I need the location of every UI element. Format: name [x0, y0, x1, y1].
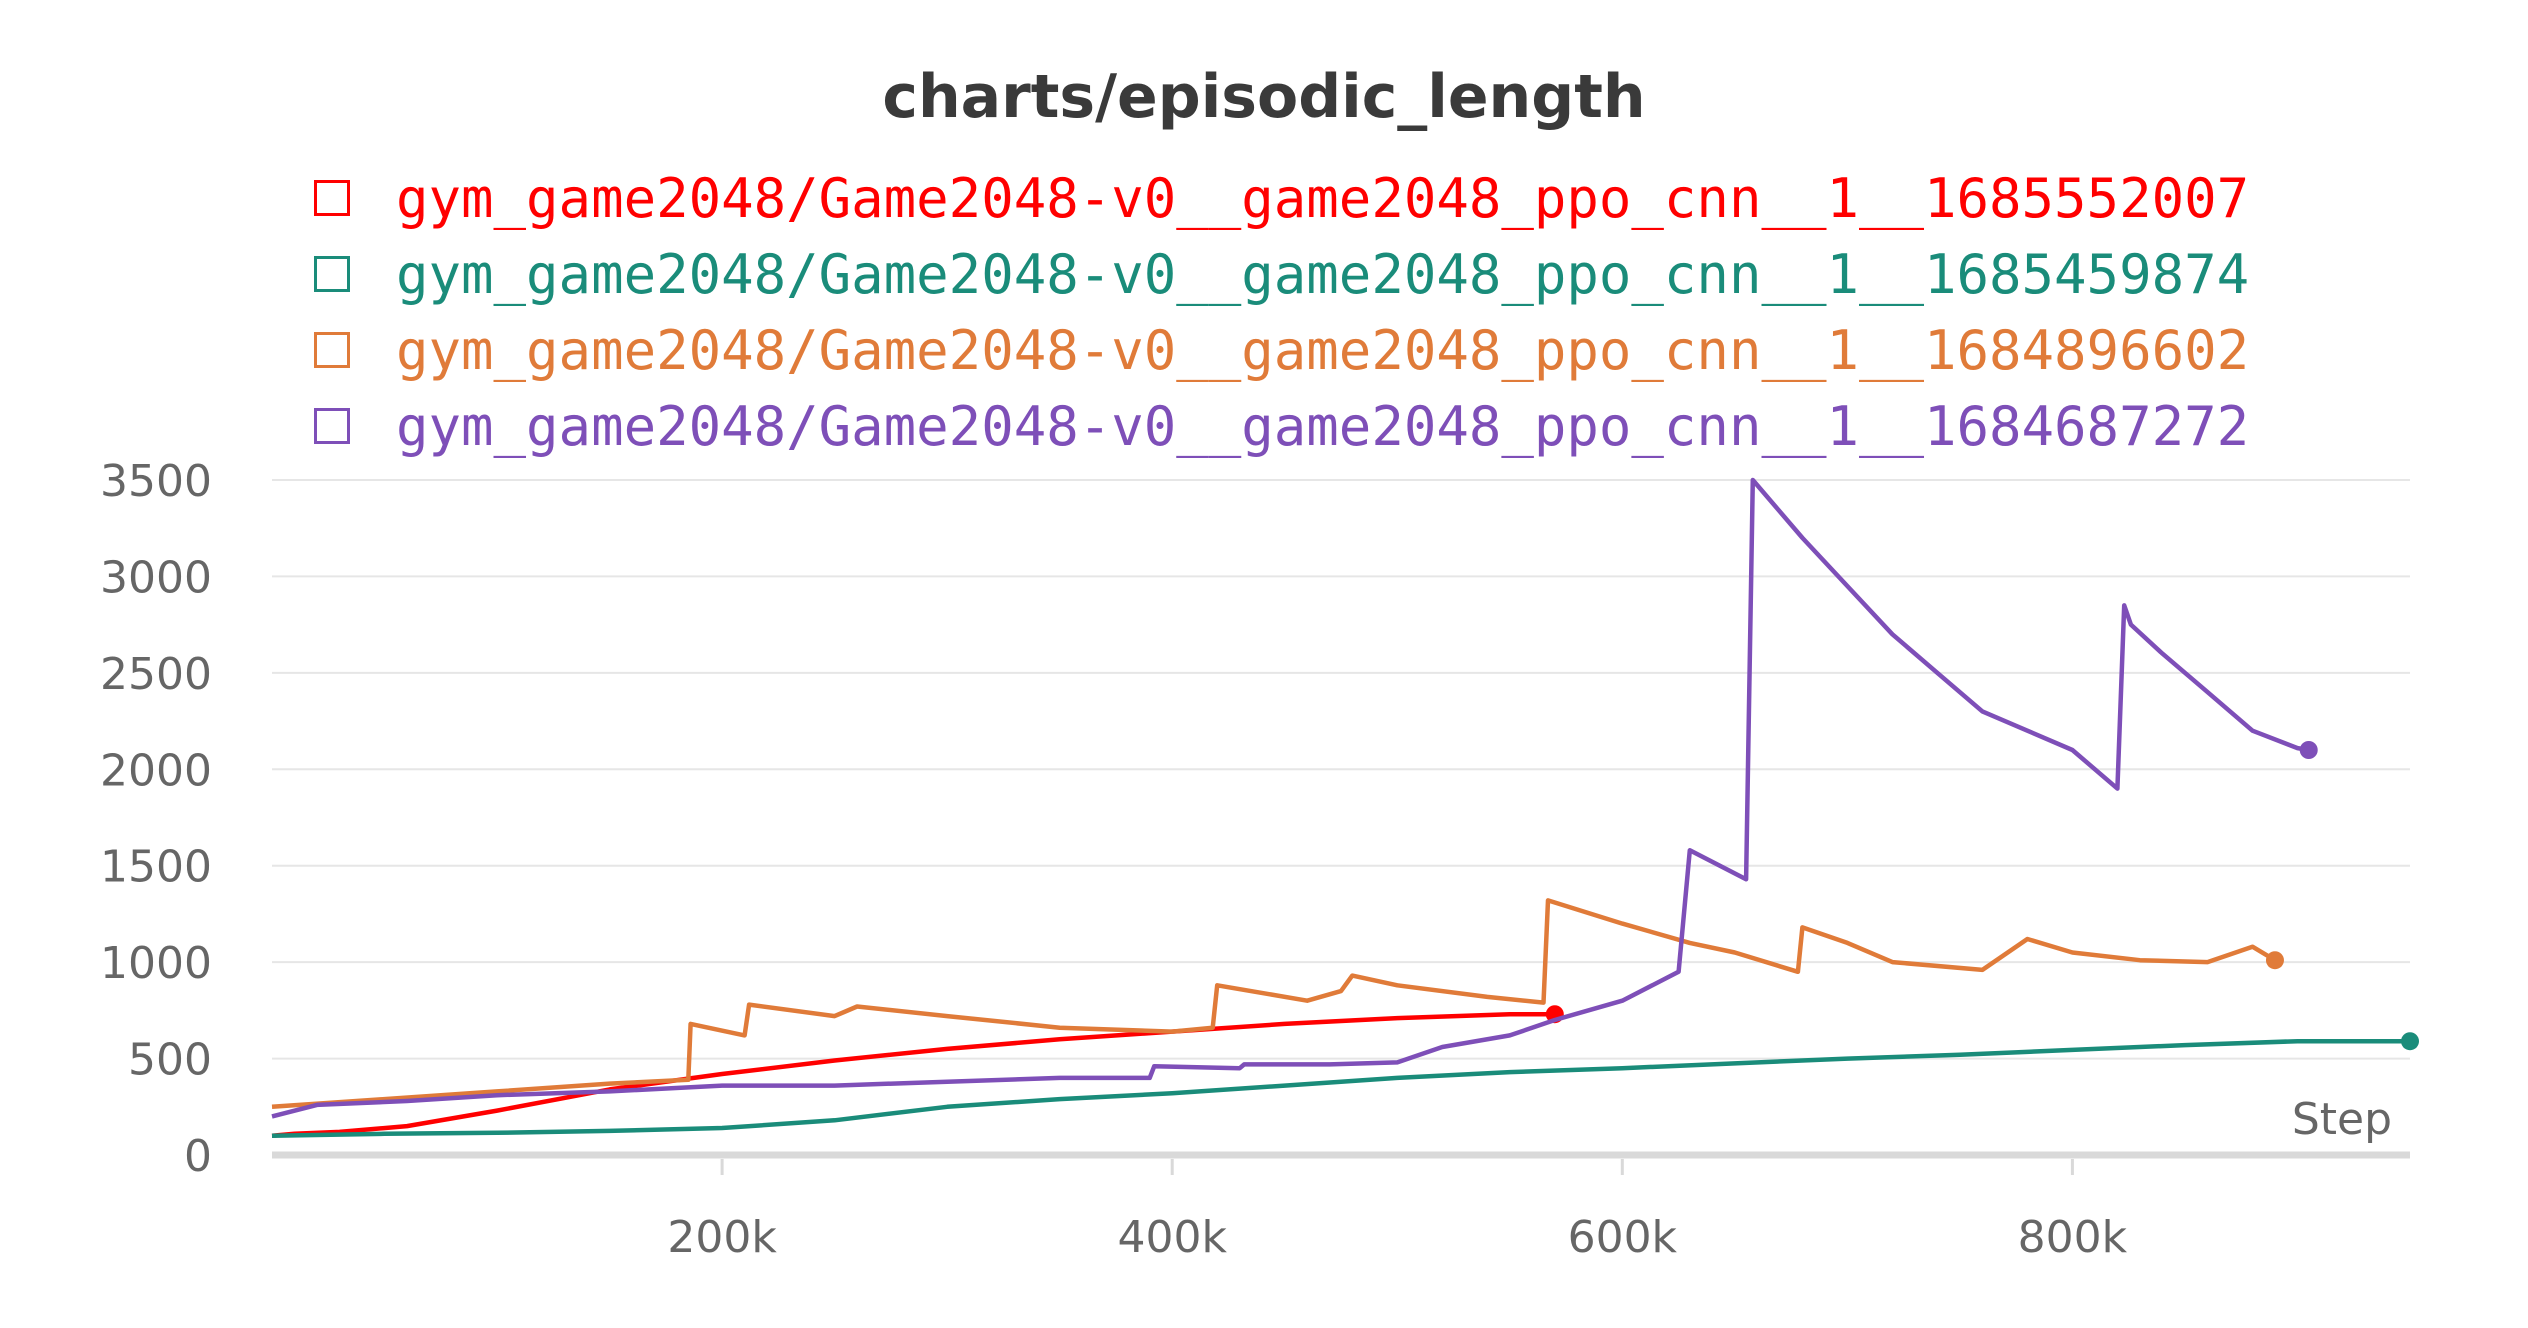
y-tick-label: 500 — [128, 1035, 212, 1086]
y-tick-label: 1000 — [100, 938, 212, 989]
y-tick-label: 2500 — [100, 649, 212, 700]
legend: gym_game2048/Game2048-v0__game2048_ppo_c… — [314, 160, 2249, 464]
legend-label: gym_game2048/Game2048-v0__game2048_ppo_c… — [396, 242, 2250, 306]
series-layer — [271, 477, 2419, 1138]
legend-label: gym_game2048/Game2048-v0__game2048_ppo_c… — [396, 394, 2250, 458]
chart-title: charts/episodic_length — [882, 62, 1646, 132]
legend-item[interactable]: gym_game2048/Game2048-v0__game2048_ppo_c… — [314, 312, 2249, 388]
legend-label: gym_game2048/Game2048-v0__game2048_ppo_c… — [396, 166, 2250, 230]
legend-item[interactable]: gym_game2048/Game2048-v0__game2048_ppo_c… — [314, 388, 2249, 464]
y-tick-label: 1500 — [100, 842, 212, 893]
y-tick-label: 2000 — [100, 745, 212, 796]
series-line-1 — [271, 1038, 2410, 1138]
axes: 0 500 1000 1500 2000 2500 3000 3500 200k 400k 600k… — [100, 456, 2410, 1263]
legend-item[interactable]: gym_game2048/Game2048-v0__game2048_ppo_c… — [314, 236, 2249, 312]
series-end-point-3 — [2299, 741, 2318, 759]
legend-swatch-icon — [314, 408, 350, 444]
series-line-0 — [271, 1011, 1555, 1138]
x-tick-label: 600k — [1568, 1212, 1678, 1263]
series-line-3 — [271, 477, 2310, 1119]
y-tick-label: 3500 — [100, 456, 212, 507]
grid — [272, 479, 2410, 1060]
legend-swatch-icon — [314, 256, 350, 292]
legend-swatch-icon — [314, 180, 350, 216]
x-tick-label: 800k — [2018, 1212, 2128, 1263]
legend-item[interactable]: gym_game2048/Game2048-v0__game2048_ppo_c… — [314, 160, 2249, 236]
series-line-2 — [271, 898, 2277, 1110]
x-axis-label: Step — [2292, 1094, 2392, 1145]
series-end-point-2 — [2265, 951, 2284, 970]
legend-swatch-icon — [314, 332, 350, 368]
x-tick-label: 200k — [667, 1212, 777, 1263]
legend-label: gym_game2048/Game2048-v0__game2048_ppo_c… — [396, 318, 2250, 382]
x-tick-label: 400k — [1117, 1212, 1227, 1263]
y-tick-label: 0 — [184, 1131, 212, 1182]
series-end-point-1 — [2401, 1032, 2419, 1051]
y-tick-label: 3000 — [100, 552, 212, 603]
